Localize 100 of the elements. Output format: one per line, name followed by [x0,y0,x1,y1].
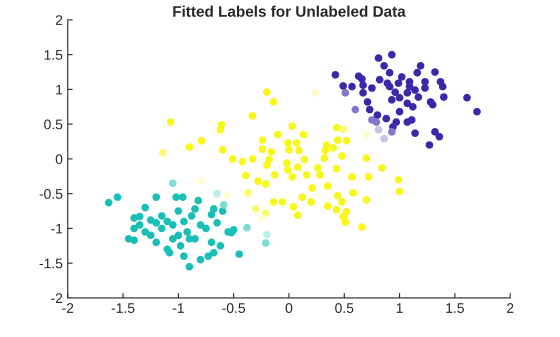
point [332,70,340,79]
point [358,75,366,83]
point [339,125,347,133]
point [169,221,177,229]
point [408,116,416,124]
point [380,134,388,143]
point [188,212,196,220]
y-tick-label: 0 [56,154,62,164]
point [196,256,204,264]
point [404,89,412,97]
point [166,248,174,257]
point [216,242,224,250]
point [440,93,448,101]
point [136,212,144,220]
point [158,212,166,220]
point [180,218,188,226]
x-tick-label: 0.5 [335,303,354,313]
point [223,191,231,199]
point [362,130,370,138]
point [348,82,356,90]
point [463,94,471,102]
point [152,193,160,201]
point [409,102,417,111]
point [421,78,429,86]
point [169,235,177,243]
y-tick-label: 1 [56,84,62,94]
point [180,252,188,260]
point [392,118,400,126]
point [172,193,180,201]
point [196,221,204,229]
point [438,82,446,90]
point [208,238,216,246]
point [374,126,382,134]
point [204,252,212,260]
point [174,232,182,240]
point [391,88,399,96]
point [158,224,166,232]
point [183,228,192,236]
point [186,235,194,243]
point [428,100,437,108]
point [196,177,204,185]
point [152,219,160,227]
point [382,114,390,122]
point [213,219,221,227]
point [413,68,422,77]
point [394,79,402,87]
point [414,93,422,101]
point [244,189,252,197]
point [263,230,271,238]
point [372,118,380,126]
x-tick-label: -1 [172,303,184,313]
y-tick-label: -1.5 [40,258,62,268]
point [235,250,243,258]
x-tick-label: 2 [506,303,514,313]
y-tick-label: -2 [51,293,62,303]
point [130,236,138,244]
point [202,224,210,232]
point [252,205,260,213]
point [404,99,412,108]
point [359,89,367,97]
point [364,98,372,106]
point [176,242,184,250]
point [388,128,396,136]
point [210,205,218,213]
y-tick-label: -1 [51,224,62,234]
point [473,108,481,116]
point [262,239,270,247]
y-tick-label: 2 [56,15,62,25]
point [396,108,404,116]
point [342,89,350,97]
x-tick-label: 1 [396,303,403,313]
point [262,209,270,217]
point [159,148,167,156]
point [194,196,202,204]
x-tick-label: -1.5 [112,303,134,313]
point [388,96,396,104]
point [163,218,172,226]
point [130,224,138,232]
point [384,79,392,87]
y-tick-label: 0.5 [44,119,62,130]
point [380,62,388,70]
point [213,190,221,198]
point [411,86,419,94]
point [174,207,182,215]
point [396,94,404,102]
point [352,106,360,114]
chart-title: Fitted Labels for Unlabeled Data [173,6,406,17]
point [152,238,160,246]
point [104,198,112,206]
point [243,224,251,232]
point [411,129,419,137]
point [436,132,444,140]
point [416,62,424,70]
y-tick-label: -0.5 [40,188,62,199]
point [136,221,144,229]
point [258,214,266,222]
point [169,179,177,188]
point [312,89,320,97]
point [186,262,194,270]
point [426,141,434,149]
